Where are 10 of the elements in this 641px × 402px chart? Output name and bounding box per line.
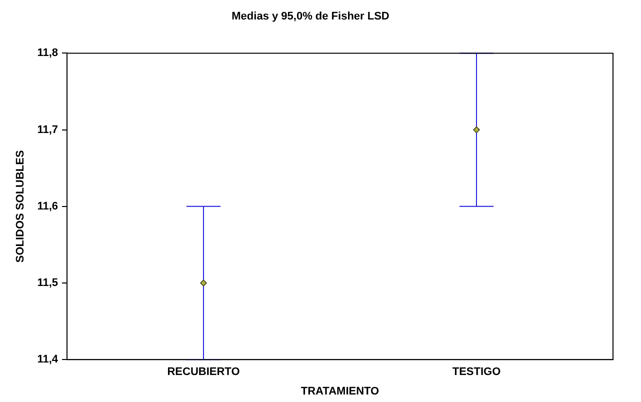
y-tick-label: 11,5 (37, 277, 58, 290)
x-tick-label: TESTIGO (452, 366, 502, 378)
y-tick-label: 11,7 (37, 124, 58, 136)
y-tick-label: 11,8 (37, 47, 58, 60)
y-tick-label: 11,6 (37, 200, 58, 212)
x-axis-title: TRATAMIENTO (300, 385, 380, 398)
x-tick-label: RECUBIERTO (167, 366, 240, 378)
chart-title: Medias y 95,0% de Fisher LSD (232, 10, 390, 23)
y-tick-label: 11,4 (37, 354, 59, 366)
y-axis-title: SOLIDOS SOLUBLES (14, 150, 27, 263)
